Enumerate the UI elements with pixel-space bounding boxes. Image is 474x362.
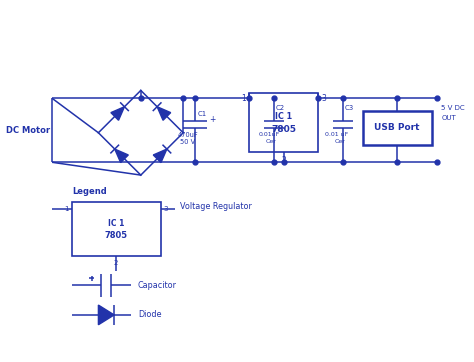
Bar	[363, 111, 432, 144]
Text: 7805: 7805	[105, 231, 128, 240]
Text: Voltage Regulator: Voltage Regulator	[180, 202, 252, 211]
Text: 3: 3	[164, 206, 168, 211]
Text: 1: 1	[64, 206, 69, 211]
Text: 50 V: 50 V	[180, 139, 195, 144]
Text: C3: C3	[345, 105, 354, 111]
Text: Diode: Diode	[138, 310, 161, 319]
Text: C1: C1	[198, 111, 207, 117]
Text: Cer: Cer	[335, 139, 346, 144]
Polygon shape	[153, 149, 167, 163]
Text: C2: C2	[276, 105, 285, 111]
Text: IC 1: IC 1	[275, 113, 292, 122]
Text: 0.01 uF: 0.01 uF	[325, 132, 348, 137]
Text: IC 1: IC 1	[108, 219, 124, 228]
Text: 2: 2	[114, 260, 118, 266]
Text: Cer: Cer	[266, 139, 277, 144]
Text: 2: 2	[282, 156, 286, 165]
Text: OUT: OUT	[441, 115, 456, 121]
Text: Legend: Legend	[72, 187, 107, 196]
Polygon shape	[111, 107, 125, 120]
Text: Capacitor: Capacitor	[138, 281, 177, 290]
Text: 1: 1	[242, 94, 246, 103]
Polygon shape	[99, 305, 114, 325]
Text: 5 V DC: 5 V DC	[441, 105, 465, 111]
Text: 470uF: 470uF	[177, 132, 198, 138]
Polygon shape	[157, 107, 171, 120]
Text: 7805: 7805	[271, 125, 296, 134]
Polygon shape	[115, 149, 128, 163]
Text: 3: 3	[321, 94, 326, 103]
Text: 0.01uF: 0.01uF	[259, 132, 280, 137]
Text: +: +	[209, 115, 215, 125]
Bar	[72, 202, 161, 256]
Text: DC Motor: DC Motor	[6, 126, 50, 135]
Text: USB Port: USB Port	[374, 123, 420, 132]
Bar	[249, 93, 318, 152]
